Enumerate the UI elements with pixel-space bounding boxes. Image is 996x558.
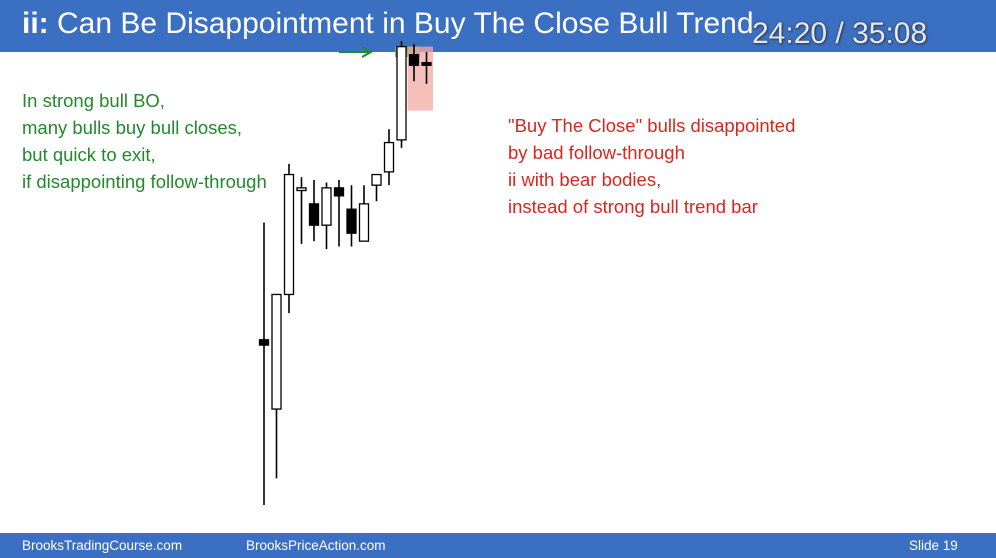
red-line-4: instead of strong bull trend bar (508, 196, 758, 217)
slide-title: ii: Can Be Disappointment in Buy The Clo… (22, 7, 754, 41)
red-annotation: "Buy The Close" bulls disappointed by ba… (508, 112, 795, 220)
red-line-1: "Buy The Close" bulls disappointed (508, 115, 796, 136)
bull-candle-body (396, 45, 407, 141)
bull-candle-body (296, 187, 307, 192)
bull-candle-body (271, 293, 282, 410)
red-line-3: ii with bear bodies, (508, 169, 662, 190)
green-annotation: In strong bull BO, many bulls buy bull c… (22, 87, 267, 195)
bull-candle-body (321, 187, 332, 226)
title-prefix: ii: (22, 7, 49, 40)
bull-candle-body (358, 203, 370, 242)
green-line-3: but quick to exit, (22, 144, 156, 165)
bear-candle-body (333, 187, 345, 197)
green-line-1: In strong bull BO, (22, 90, 165, 111)
title-main: Can Be Disappointment in Buy The Close B… (57, 7, 754, 40)
bear-candle-body (346, 208, 357, 234)
green-line-4: if disappointing follow-through (22, 171, 267, 192)
arrow-head (361, 46, 374, 58)
green-line-2: many bulls buy bull closes, (22, 117, 243, 138)
bull-candle-body (383, 141, 395, 173)
bear-candle-body (258, 339, 270, 346)
bull-candle-body (371, 173, 382, 186)
footer-site-1: BrooksTradingCourse.com (22, 538, 183, 553)
bear-candle-body (308, 203, 320, 226)
bull-candle-body (283, 173, 295, 296)
footer-bar: BrooksTradingCourse.com BrooksPriceActio… (0, 533, 996, 558)
bear-candle-body (408, 53, 420, 66)
title-bar: ii: Can Be Disappointment in Buy The Clo… (0, 0, 996, 52)
footer-site-2: BrooksPriceAction.com (246, 538, 386, 553)
slide-number: Slide 19 (909, 538, 958, 553)
red-line-2: by bad follow-through (508, 142, 685, 163)
bear-candle-body (421, 61, 432, 66)
video-timestamp: 24:20 / 35:08 (752, 17, 928, 50)
